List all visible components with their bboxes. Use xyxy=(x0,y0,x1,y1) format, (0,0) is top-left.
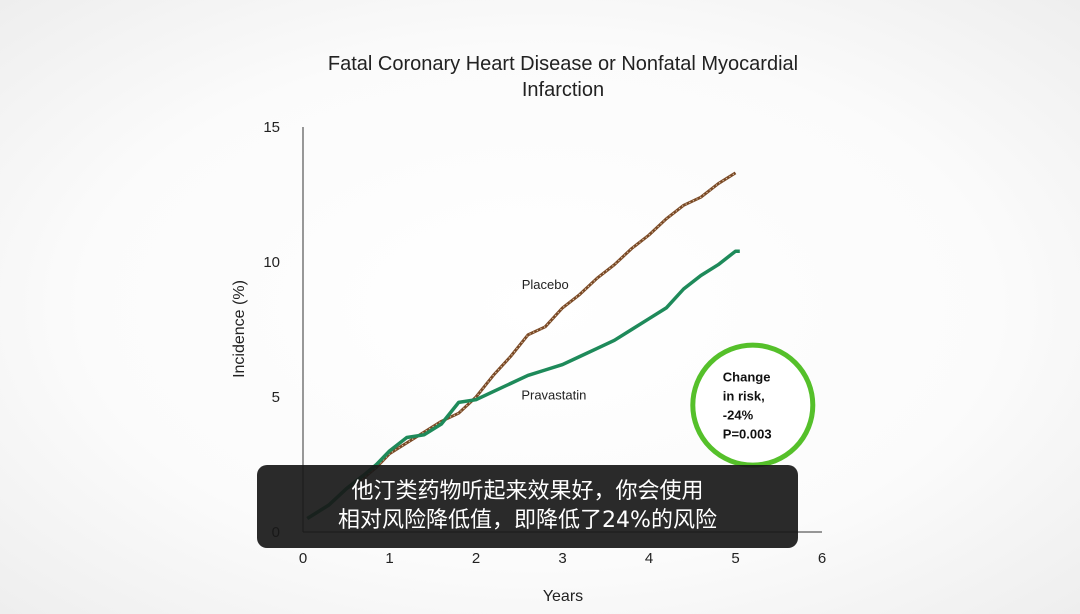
badge-line-percent: -24% xyxy=(723,408,754,423)
x-tick-2: 2 xyxy=(472,550,480,567)
pravastatin-series-label: Pravastatin xyxy=(521,388,586,403)
placebo-line-dots xyxy=(306,172,736,520)
badge-ring xyxy=(690,342,816,468)
x-tick-6: 6 xyxy=(818,550,826,567)
subtitle-line-1: 他汀类药物听起来效果好，你会使用 xyxy=(351,479,704,504)
x-tick-1: 1 xyxy=(385,550,393,567)
x-tick-0: 0 xyxy=(299,550,307,567)
x-tick-3: 3 xyxy=(558,550,566,567)
subtitle-caption: 他汀类药物听起来效果好，你会使用 相对风险降低值，即降低了24%的风险 xyxy=(257,465,798,548)
pravastatin-line xyxy=(306,249,740,520)
series-layer xyxy=(306,171,740,520)
y-axis-title: Incidence (%) xyxy=(231,280,248,378)
y-tick-10: 10 xyxy=(263,254,280,271)
badge-line-in-risk: in risk, xyxy=(723,389,765,404)
y-tick-15: 15 xyxy=(263,119,280,136)
badge-line-change: Change xyxy=(723,370,771,385)
risk-change-badge: Change in risk, -24% P=0.003 xyxy=(690,342,816,468)
placebo-series-label: Placebo xyxy=(522,277,569,292)
subtitle-line-2: 相对风险降低值，即降低了24%的风险 xyxy=(338,508,717,533)
x-tick-4: 4 xyxy=(645,550,653,567)
chart-title-line-2: Infarction xyxy=(522,79,604,101)
chart-title-line-1: Fatal Coronary Heart Disease or Nonfatal… xyxy=(328,53,798,75)
x-tick-labels: 0 1 2 3 4 5 6 xyxy=(299,550,826,567)
x-tick-5: 5 xyxy=(731,550,739,567)
badge-line-p-value: P=0.003 xyxy=(723,427,772,442)
x-axis-title: Years xyxy=(543,588,583,605)
y-tick-5: 5 xyxy=(272,389,280,406)
